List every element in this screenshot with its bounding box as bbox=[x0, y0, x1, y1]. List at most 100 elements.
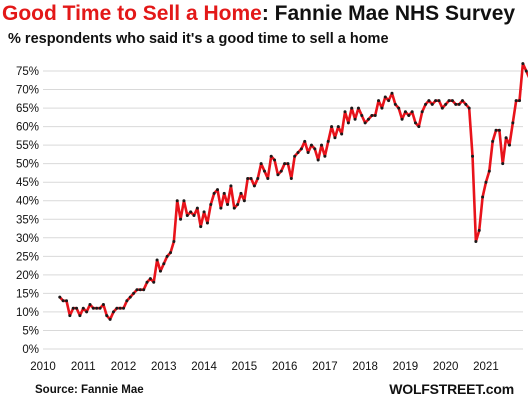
data-point bbox=[222, 191, 226, 195]
data-point bbox=[199, 225, 203, 229]
data-point bbox=[132, 291, 136, 295]
data-point bbox=[185, 214, 189, 218]
data-point bbox=[333, 136, 337, 140]
data-point bbox=[491, 139, 495, 143]
data-point bbox=[85, 310, 89, 314]
data-point bbox=[286, 162, 290, 166]
data-point bbox=[202, 210, 206, 214]
data-point bbox=[179, 217, 183, 221]
data-point bbox=[293, 154, 297, 158]
data-point bbox=[135, 288, 139, 292]
data-point bbox=[216, 188, 219, 192]
data-point bbox=[363, 121, 367, 125]
data-point bbox=[356, 106, 360, 110]
data-point bbox=[397, 106, 401, 110]
data-point bbox=[108, 317, 112, 321]
data-point bbox=[118, 306, 122, 310]
series-good-time-to-sell bbox=[58, 62, 528, 321]
data-point bbox=[514, 99, 518, 103]
data-point bbox=[299, 147, 303, 151]
data-point bbox=[477, 228, 481, 232]
data-point bbox=[269, 154, 273, 158]
data-point bbox=[380, 106, 384, 110]
data-point bbox=[111, 310, 115, 314]
data-point bbox=[343, 110, 347, 114]
data-point bbox=[430, 102, 434, 106]
data-point bbox=[410, 110, 414, 114]
data-point bbox=[400, 117, 404, 121]
data-point bbox=[232, 206, 236, 210]
data-point bbox=[437, 99, 441, 103]
data-point bbox=[205, 221, 209, 225]
data-point bbox=[454, 102, 458, 106]
y-tick-label: 50% bbox=[16, 159, 39, 171]
x-tick-label: 2014 bbox=[191, 361, 217, 373]
data-point bbox=[68, 314, 72, 318]
data-point bbox=[98, 306, 102, 310]
data-point bbox=[524, 69, 528, 73]
data-point bbox=[125, 299, 129, 303]
data-point bbox=[413, 121, 417, 125]
data-point bbox=[460, 99, 464, 103]
data-point bbox=[323, 154, 327, 158]
series-line bbox=[58, 62, 528, 321]
data-point bbox=[61, 299, 65, 303]
x-tick-label: 2016 bbox=[272, 361, 298, 373]
data-point bbox=[440, 106, 444, 110]
data-point bbox=[326, 139, 330, 143]
data-point bbox=[95, 306, 99, 310]
data-point bbox=[403, 110, 407, 114]
data-point bbox=[189, 210, 193, 214]
data-point bbox=[91, 306, 95, 310]
y-tick-label: 0% bbox=[22, 344, 39, 356]
y-tick-label: 35% bbox=[16, 214, 39, 226]
data-point bbox=[71, 306, 75, 310]
data-point bbox=[122, 306, 126, 310]
data-point bbox=[424, 102, 428, 106]
data-point bbox=[78, 314, 82, 318]
data-point bbox=[145, 280, 149, 284]
x-tick-label: 2018 bbox=[352, 361, 378, 373]
data-point bbox=[152, 280, 156, 284]
data-point bbox=[115, 306, 119, 310]
y-tick-label: 45% bbox=[16, 177, 39, 189]
data-point bbox=[353, 117, 357, 121]
data-point bbox=[88, 303, 92, 307]
data-point bbox=[209, 202, 213, 206]
data-point bbox=[427, 99, 431, 103]
data-point bbox=[138, 288, 142, 292]
data-point bbox=[373, 113, 377, 117]
x-tick-label: 2015 bbox=[232, 361, 258, 373]
data-point bbox=[336, 125, 340, 129]
data-point bbox=[457, 102, 461, 106]
data-point bbox=[266, 176, 270, 180]
y-axis-tick-labels: 0% 5% 10% 15% 20% 25% 30% 35% 40% 45% 50% 55% 60% 65%… bbox=[16, 66, 39, 356]
data-point bbox=[75, 306, 79, 310]
data-point bbox=[434, 99, 438, 103]
data-point bbox=[283, 162, 287, 166]
data-point bbox=[340, 132, 344, 136]
data-point bbox=[481, 195, 485, 199]
data-point bbox=[487, 169, 491, 173]
data-point bbox=[474, 240, 478, 244]
data-point bbox=[407, 113, 411, 117]
y-tick-label: 20% bbox=[16, 270, 39, 282]
data-point bbox=[330, 125, 334, 129]
data-point bbox=[249, 176, 253, 180]
data-point bbox=[420, 110, 424, 114]
data-point bbox=[192, 214, 196, 218]
y-tick-label: 75% bbox=[16, 66, 39, 78]
data-point bbox=[105, 314, 109, 318]
data-point bbox=[289, 176, 293, 180]
data-point bbox=[320, 143, 324, 147]
data-point bbox=[148, 277, 152, 281]
y-tick-label: 15% bbox=[16, 288, 39, 300]
data-point bbox=[236, 202, 240, 206]
data-point bbox=[518, 99, 522, 103]
chart-title-highlight: Good Time to Sell a Home bbox=[2, 2, 262, 25]
data-point bbox=[501, 162, 505, 166]
y-tick-label: 70% bbox=[16, 85, 39, 97]
data-point bbox=[521, 62, 525, 66]
data-point bbox=[226, 202, 230, 206]
